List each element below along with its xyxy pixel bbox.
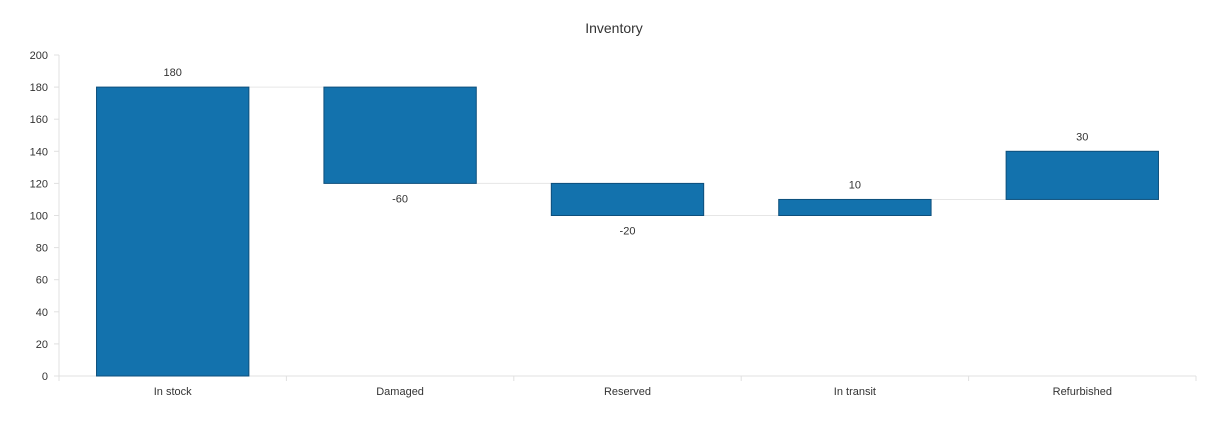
x-category-label: In transit bbox=[834, 386, 876, 398]
x-category-label: Damaged bbox=[376, 386, 424, 398]
data-label: -60 bbox=[392, 193, 408, 205]
y-tick-label: 200 bbox=[30, 50, 48, 62]
data-label: 10 bbox=[849, 179, 861, 191]
connector-lines bbox=[248, 86, 1007, 216]
waterfall-bar bbox=[778, 198, 932, 216]
y-tick-label: 180 bbox=[30, 82, 48, 94]
waterfall-bar bbox=[96, 86, 250, 377]
y-tick-label: 20 bbox=[36, 339, 48, 351]
y-tick-label: 140 bbox=[30, 146, 48, 158]
x-axis: In stock Damaged Reserved In transit Refurbi… bbox=[58, 375, 1197, 398]
y-tick-label: 0 bbox=[42, 371, 48, 383]
waterfall-bar bbox=[323, 86, 477, 184]
y-tick-label: 60 bbox=[36, 275, 48, 287]
y-tick-label: 120 bbox=[30, 178, 48, 190]
x-category-label: Reserved bbox=[604, 386, 651, 398]
y-axis: 0 20 40 60 80 100 120 140 160 180 200 bbox=[30, 50, 60, 383]
x-category-label: In stock bbox=[154, 386, 192, 398]
data-label: -20 bbox=[620, 226, 636, 238]
bars bbox=[96, 86, 1159, 377]
data-label: 180 bbox=[164, 67, 182, 79]
y-tick-label: 40 bbox=[36, 307, 48, 319]
chart-title: Inventory bbox=[585, 20, 643, 36]
data-label: 30 bbox=[1076, 131, 1088, 143]
x-category-label: Refurbished bbox=[1053, 386, 1112, 398]
y-tick-label: 160 bbox=[30, 114, 48, 126]
y-tick-label: 100 bbox=[30, 211, 48, 223]
waterfall-bar bbox=[550, 182, 705, 216]
waterfall-bar bbox=[1005, 150, 1159, 200]
y-tick-label: 80 bbox=[36, 243, 48, 255]
data-labels: 180 -60 -20 10 30 bbox=[164, 67, 1089, 237]
